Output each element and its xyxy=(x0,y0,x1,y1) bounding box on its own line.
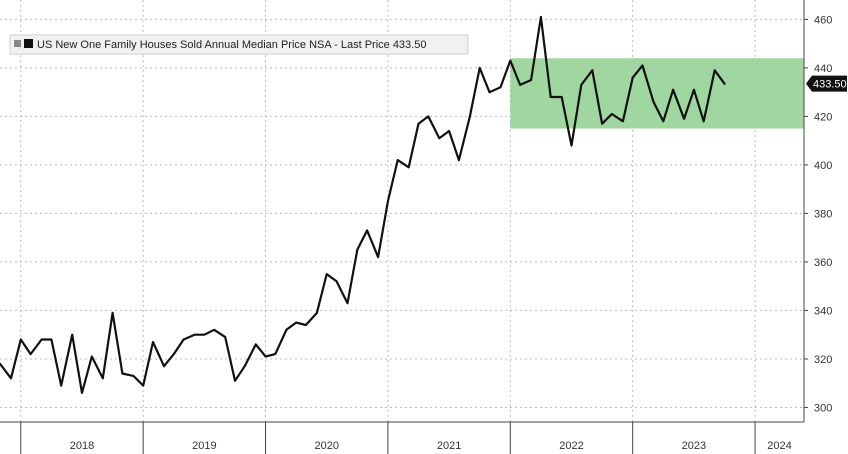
x-tick-label: 2020 xyxy=(314,440,338,452)
x-tick-label: 2022 xyxy=(559,440,583,452)
y-tick-label: 300 xyxy=(814,402,832,414)
x-tick-label: 2023 xyxy=(682,440,706,452)
y-tick-label: 380 xyxy=(814,208,832,220)
x-tick-label: 2021 xyxy=(437,440,461,452)
range-band-layer xyxy=(510,58,804,129)
range-band xyxy=(510,58,804,129)
legend: US New One Family Houses Sold Annual Med… xyxy=(9,34,469,55)
y-tick-label: 460 xyxy=(814,14,832,26)
y-tick-label: 420 xyxy=(814,111,832,123)
y-tick-label: 320 xyxy=(814,354,832,366)
legend-box xyxy=(9,34,469,55)
legend-swatch xyxy=(24,39,33,48)
series-line xyxy=(0,15,726,394)
y-tick-label: 440 xyxy=(814,63,832,75)
series-layer xyxy=(0,15,726,394)
legend-label: US New One Family Houses Sold Annual Med… xyxy=(37,39,426,51)
y-tick-label: 400 xyxy=(814,160,832,172)
legend-toggle-icon xyxy=(14,40,21,47)
grid-layer xyxy=(0,0,804,422)
x-tick-label: 2019 xyxy=(192,440,216,452)
last-price-tag xyxy=(806,75,847,92)
x-tick-label: 2018 xyxy=(70,440,94,452)
last-price-label: 433.50 xyxy=(813,79,847,91)
y-tick-label: 360 xyxy=(814,257,832,269)
x-tick-label: 2024 xyxy=(767,440,791,452)
y-tick-label: 340 xyxy=(814,305,832,317)
